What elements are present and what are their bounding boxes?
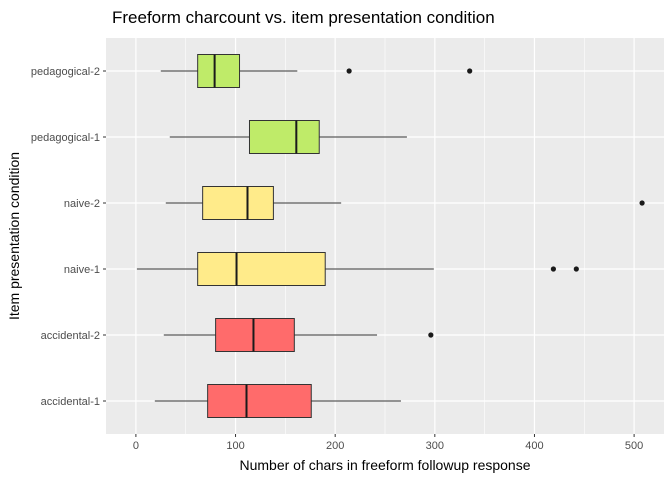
x-tick-label: 300 [426,440,444,452]
y-tick-label: pedagogical-1 [31,132,100,144]
outlier-point [550,266,556,272]
outlier-point [428,332,434,338]
box-iqr [207,384,312,418]
box-pedagogical-1 [169,120,407,154]
box-iqr [202,186,274,220]
chart-title: Freeform charcount vs. item presentation… [112,8,495,27]
box-accidental-1 [154,384,401,418]
box-pedagogical-2 [160,54,473,88]
box-accidental-2 [163,318,434,352]
y-tick-label: accidental-2 [41,330,100,342]
y-tick-label: naive-2 [64,198,100,210]
x-tick-label: 500 [625,440,643,452]
box-naive-1 [136,252,579,286]
y-axis: accidental-1 accidental-2 naive-1 naive-2 pe… [31,66,106,408]
x-tick-label: 100 [226,440,244,452]
y-axis-title: Item presentation condition [6,152,22,320]
box-iqr [215,318,295,352]
y-tick-label: pedagogical-2 [31,66,100,78]
x-axis-title: Number of chars in freeform followup res… [239,457,530,473]
box-iqr [197,54,241,88]
x-axis: 0 100 200 300 400 500 [133,434,643,452]
box-iqr [248,120,320,154]
y-tick-label: naive-1 [64,264,100,276]
box-iqr [197,252,326,286]
x-tick-label: 400 [525,440,543,452]
outlier-point [573,266,579,272]
y-tick-label: accidental-1 [41,396,100,408]
outlier-point [467,68,473,74]
outlier-point [639,200,645,206]
box-naive-2 [165,186,645,220]
box-group [136,54,645,418]
x-tick-label: 200 [326,440,344,452]
outlier-point [346,68,352,74]
x-tick-label: 0 [133,440,139,452]
